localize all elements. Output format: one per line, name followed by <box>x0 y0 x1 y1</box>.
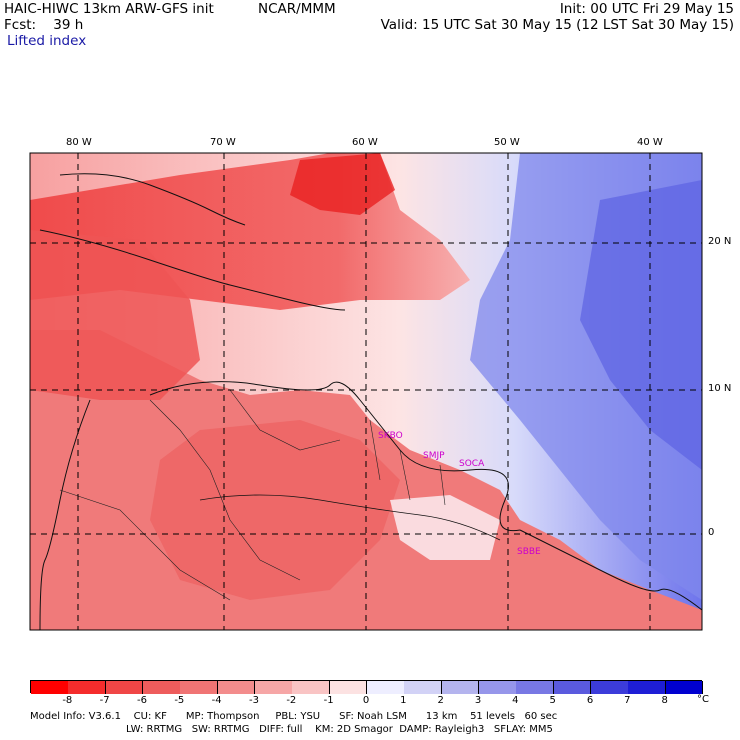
coastline-pacific <box>39 399 91 630</box>
lon-label-80w: 80 W <box>66 137 92 148</box>
colorbar-swatch <box>665 681 704 694</box>
station-skbo: SKBO <box>378 431 403 441</box>
colorbar-tick-label: -6 <box>137 695 147 706</box>
stable-region-core <box>580 180 702 470</box>
colorbar-swatch <box>31 681 69 694</box>
init-time: Init: 00 UTC Fri 29 May 15 <box>559 1 734 17</box>
border-brazil-west <box>229 519 301 581</box>
lat-label-10n: 10 N <box>708 383 732 394</box>
colorbar-tick-label: -2 <box>286 695 297 706</box>
colorbar-swatch <box>255 681 293 694</box>
station-smjp: SMJP <box>423 451 445 461</box>
colorbar-swatch <box>628 681 667 694</box>
colorbar-tick-label: 8 <box>661 695 668 706</box>
colorbar-tick-label: 1 <box>400 695 407 706</box>
colorbar-swatch <box>105 681 144 694</box>
colorbar-swatch <box>143 681 181 694</box>
colorbar-swatch <box>404 681 443 694</box>
lon-label-60w: 60 W <box>352 137 378 148</box>
colorbar-swatch <box>591 681 629 694</box>
colorbar-tick-label: -3 <box>249 695 259 706</box>
central-america-region <box>30 230 200 400</box>
colorbar-tick-label: 2 <box>437 695 444 706</box>
coastline-brazil <box>519 529 702 611</box>
lon-label-70w: 70 W <box>210 137 236 148</box>
coastline-caribbean <box>39 229 346 311</box>
colorbar-tick-label: 0 <box>362 695 370 706</box>
lon-label-50w: 50 W <box>494 137 520 148</box>
border-guianas <box>369 419 446 506</box>
colorbar-swatch <box>329 681 368 694</box>
forecast-hour: Fcst: 39 h <box>4 17 84 33</box>
amazon-basin <box>150 420 400 600</box>
colorbar-tick-label: -1 <box>323 695 334 706</box>
field-name: Lifted index <box>7 33 87 49</box>
colorbar-tick-label: 5 <box>549 695 556 706</box>
colorbar-swatch <box>479 681 517 694</box>
colorbar-swatch <box>180 681 219 694</box>
colorbar-tick-label: 4 <box>512 695 519 706</box>
station-soca: SOCA <box>459 459 485 469</box>
colorbar-tick-label: -5 <box>174 695 185 706</box>
colorbar-tick-label: -7 <box>99 695 110 706</box>
coastline-cuba <box>59 173 246 226</box>
colorbar-swatch <box>516 681 555 694</box>
colorbar-unit: °C <box>697 694 709 705</box>
colorbar-swatch <box>68 681 107 694</box>
lat-label-equator: 0 <box>708 527 715 538</box>
colorbar-tick-label: 3 <box>474 695 482 706</box>
pale-zone-coast <box>390 495 500 560</box>
model-info-line2: LW: RRTMG SW: RRTMG DIFF: full KM: 2D Sm… <box>126 724 553 735</box>
border-colombia <box>149 399 231 521</box>
colorbar-tick-label: 7 <box>624 695 631 706</box>
valid-time: Valid: 15 UTC Sat 30 May 15 (12 LST Sat … <box>380 17 734 33</box>
colorbar-swatch <box>441 681 480 694</box>
unstable-core-north <box>290 153 395 215</box>
colorbar-tick-label: -4 <box>211 695 222 706</box>
border-peru <box>59 489 231 601</box>
model-info-line1: Model Info: V3.6.1 CU: KF MP: Thompson P… <box>30 711 558 722</box>
model-title: HAIC-HIWC 13km ARW-GFS init <box>4 1 214 17</box>
map-frame <box>29 152 703 631</box>
colorbar-swatch <box>367 681 405 694</box>
colorbar-tick-label: 6 <box>586 695 594 706</box>
colorbar-swatch <box>292 681 331 694</box>
station-sbbe: SBBE <box>517 547 541 557</box>
lon-label-40w: 40 W <box>637 137 663 148</box>
colorbar <box>30 680 704 694</box>
lat-label-20n: 20 N <box>708 236 732 247</box>
colorbar-swatch <box>217 681 256 694</box>
colorbar-swatch <box>553 681 592 694</box>
border-venezuela <box>229 389 341 451</box>
organization-label: NCAR/MMM <box>258 1 336 17</box>
colorbar-tick-label: -8 <box>62 695 73 706</box>
